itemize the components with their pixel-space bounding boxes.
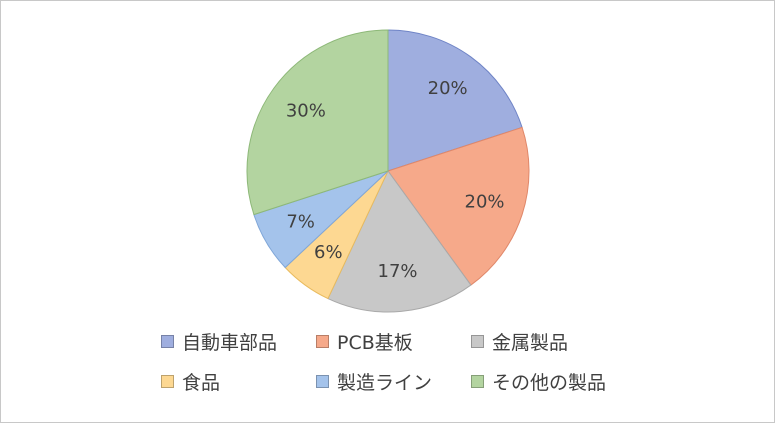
legend-label: 自動車部品: [182, 331, 278, 354]
legend-label: その他の製品: [492, 371, 607, 394]
legend-swatch: [316, 374, 329, 388]
legend-label: 製造ライン: [337, 371, 433, 394]
legend-item-metal-products: 金属製品: [471, 328, 651, 354]
slice-percent-label: 30%: [286, 100, 326, 121]
legend-label: 金属製品: [492, 331, 569, 354]
slice-percent-label: 6%: [314, 242, 343, 263]
legend-swatch: [471, 374, 484, 388]
slice-percent-label: 7%: [286, 212, 315, 233]
slice-percent-label: 20%: [428, 78, 468, 99]
legend-item-other-products: その他の製品: [471, 368, 651, 394]
pie-slice-5: [246, 29, 389, 216]
legend-item-auto-parts: 自動車部品: [161, 328, 316, 354]
slice-percent-label: 17%: [378, 261, 418, 282]
pie-slice-2: [327, 170, 472, 313]
legend: 自動車部品 PCB基板 金属製品 食品 製造ライン その他の製品: [161, 328, 681, 394]
legend-item-food: 食品: [161, 368, 316, 394]
legend-swatch: [161, 334, 174, 348]
legend-label: 食品: [182, 371, 221, 394]
pie-slice-1: [387, 126, 530, 286]
legend-item-production-line: 製造ライン: [316, 368, 471, 394]
slice-percent-label: 20%: [465, 191, 505, 212]
legend-swatch: [316, 334, 329, 348]
legend-item-pcb-board: PCB基板: [316, 328, 471, 354]
legend-swatch: [161, 374, 174, 388]
legend-swatch: [471, 334, 484, 348]
pie-slice-0: [387, 29, 523, 172]
legend-label: PCB基板: [337, 331, 413, 354]
